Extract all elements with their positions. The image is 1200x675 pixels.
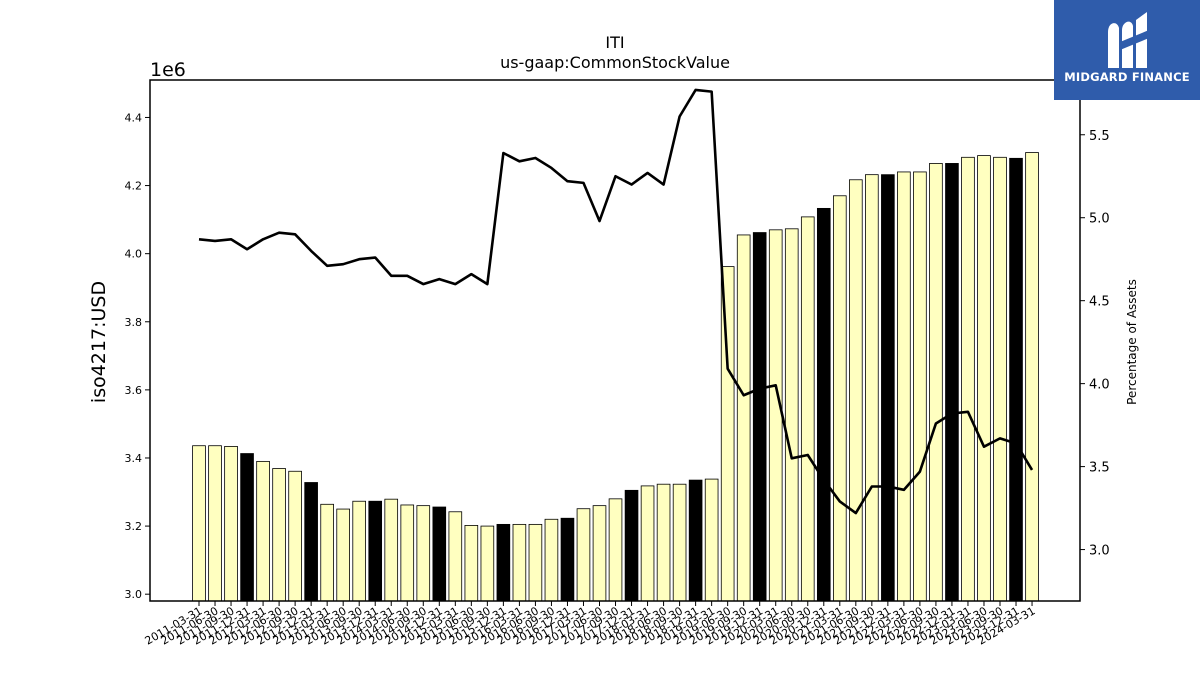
bar-2011-03-31 — [192, 445, 206, 602]
bar-2011-09-30 — [224, 445, 238, 602]
bar-2014-12-31 — [432, 506, 447, 602]
bar-2012-06-30 — [272, 468, 286, 602]
bar-2012-09-30 — [288, 470, 302, 602]
y-tick-label: 4.4 — [125, 111, 143, 124]
bar-2015-09-30 — [480, 525, 495, 602]
bar-2016-09-30 — [544, 518, 559, 602]
y2-tick-label: 3.5 — [1089, 461, 1110, 476]
y2-axis-ticks: 3.0 3.5 4.0 4.5 5.0 5.5 — [1080, 129, 1110, 559]
bar-2013-06-30 — [336, 508, 350, 602]
y-axis-label: iso4217:USD — [88, 281, 110, 403]
bar-2013-03-31 — [320, 503, 334, 602]
bar-2020-06-30 — [784, 228, 799, 602]
bar-2023-12-31 — [1009, 157, 1023, 602]
midgard-finance-logo: MIDGARD FINANCE — [1054, 0, 1200, 100]
y2-tick-label: 5.5 — [1089, 129, 1110, 144]
x-axis-ticks: 2011-03-312011-06-302011-09-302011-12-31… — [143, 601, 1038, 648]
bar-2019-03-31 — [704, 478, 719, 602]
bar-2022-12-31 — [945, 163, 959, 602]
bar-2016-12-31 — [560, 517, 575, 602]
bar-2017-09-30 — [608, 498, 623, 602]
bar-2018-03-31 — [640, 485, 655, 602]
bar-2016-03-31 — [512, 523, 527, 602]
bar-2017-03-31 — [576, 508, 591, 602]
bar-2018-12-31 — [688, 479, 703, 602]
y2-tick-label: 3.0 — [1089, 544, 1110, 559]
bar-2011-06-30 — [208, 445, 222, 602]
y2-tick-label: 4.5 — [1089, 295, 1110, 310]
bar-2022-03-31 — [897, 171, 911, 602]
bar-2018-06-30 — [656, 483, 671, 602]
bar-2022-09-30 — [929, 163, 943, 602]
y-tick-label: 3.2 — [125, 520, 143, 533]
y-axis-ticks: 3.0 3.2 3.4 3.6 3.8 4.0 4.2 4.4 — [125, 111, 150, 601]
y-tick-label: 3.8 — [125, 316, 143, 329]
chart-title: ITI — [605, 33, 624, 52]
chart-subtitle: us-gaap:CommonStockValue — [500, 53, 730, 72]
y2-tick-label: 5.0 — [1089, 212, 1110, 227]
bar-2023-09-30 — [993, 156, 1007, 602]
bar-series — [192, 152, 1039, 602]
y-tick-label: 4.0 — [125, 248, 143, 261]
y-tick-label: 3.4 — [125, 452, 143, 465]
bar-2016-06-30 — [528, 523, 543, 602]
bar-2020-03-31 — [768, 229, 783, 602]
bar-2015-03-31 — [448, 511, 463, 602]
percentage-of-assets-line — [198, 88, 1034, 515]
bar-2020-09-30 — [800, 216, 815, 602]
bar-2013-12-31 — [368, 500, 383, 602]
bar-2014-09-30 — [416, 505, 431, 602]
bar-2011-12-31 — [240, 453, 254, 602]
bar-2019-09-30 — [736, 234, 751, 602]
bar-2018-09-30 — [672, 483, 687, 602]
bar-2019-12-31 — [752, 232, 767, 602]
y2-axis-label: Percentage of Assets — [1125, 279, 1139, 405]
y2-tick-label: 4.0 — [1089, 378, 1110, 393]
bar-2014-03-31 — [384, 498, 399, 602]
bar-2019-06-30 — [720, 266, 735, 602]
bar-2024-03-31 — [1025, 152, 1039, 602]
bar-2017-06-30 — [592, 505, 607, 602]
bar-2021-09-30 — [865, 174, 879, 602]
plot-frame — [149, 79, 1081, 602]
bar-2013-09-30 — [352, 500, 366, 602]
bar-2022-06-30 — [913, 171, 927, 602]
bar-2020-12-31 — [816, 207, 831, 602]
bar-2017-12-31 — [624, 489, 639, 602]
bar-2012-12-31 — [304, 482, 318, 602]
bar-2015-12-31 — [496, 523, 511, 602]
bar-2015-06-30 — [464, 525, 479, 602]
bar-2012-03-31 — [256, 460, 270, 602]
logo-text: MIDGARD FINANCE — [1064, 70, 1190, 84]
y-tick-label: 3.6 — [125, 384, 143, 397]
y-tick-label: 3.0 — [125, 588, 143, 601]
bar-2023-06-30 — [977, 155, 991, 602]
midgard-finance-logo-icon — [1108, 12, 1149, 68]
y-tick-label: 4.2 — [125, 180, 143, 193]
line-series — [198, 88, 1034, 515]
bar-2021-06-30 — [849, 179, 863, 602]
y-offset-label: 1e6 — [150, 59, 186, 81]
bar-2021-03-31 — [833, 195, 847, 602]
bar-2014-06-30 — [400, 504, 415, 602]
bar-2021-12-31 — [881, 174, 895, 602]
bar-2023-03-31 — [961, 156, 975, 602]
